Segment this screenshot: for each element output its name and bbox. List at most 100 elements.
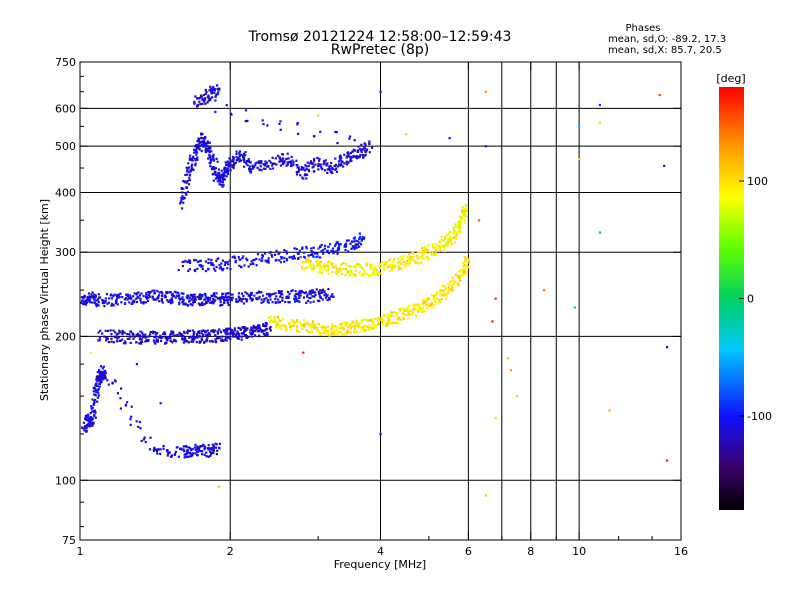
echo-point bbox=[169, 337, 172, 340]
echo-point bbox=[216, 175, 219, 178]
echo-point bbox=[464, 204, 468, 207]
echo-point bbox=[98, 339, 101, 342]
echo-point bbox=[279, 255, 283, 259]
echo-point bbox=[309, 253, 313, 256]
echo-point bbox=[188, 329, 192, 332]
echo-point bbox=[216, 257, 219, 260]
echo-point bbox=[269, 251, 272, 254]
echo-point bbox=[142, 294, 145, 298]
echo-point bbox=[93, 400, 96, 403]
echo-point bbox=[242, 165, 246, 168]
echo-point bbox=[102, 299, 105, 302]
echo-point bbox=[306, 331, 310, 334]
echo-point bbox=[170, 454, 174, 457]
echo-point bbox=[184, 340, 188, 343]
echo-point bbox=[430, 252, 433, 256]
echo-point bbox=[85, 424, 88, 428]
echo-point bbox=[360, 325, 363, 328]
echo-point bbox=[103, 335, 106, 338]
echo-point bbox=[285, 326, 288, 329]
grid-lines bbox=[80, 62, 681, 540]
echo-point bbox=[280, 327, 283, 331]
echo-point bbox=[450, 242, 453, 246]
echo-point bbox=[407, 257, 410, 260]
echo-point bbox=[327, 331, 330, 334]
echo-point bbox=[304, 291, 308, 294]
echo-point bbox=[210, 300, 214, 303]
echo-point bbox=[396, 318, 399, 321]
echo-point bbox=[278, 300, 282, 304]
echo-point bbox=[213, 89, 216, 92]
echo-point bbox=[273, 162, 276, 165]
echo-point bbox=[86, 423, 89, 426]
echo-point bbox=[464, 211, 467, 214]
echo-point bbox=[102, 365, 105, 368]
echo-point bbox=[396, 322, 399, 325]
echo-point bbox=[140, 292, 143, 295]
y-axis-label: Stationary phase Virtual Height [km] bbox=[38, 199, 51, 401]
echo-point bbox=[224, 292, 227, 295]
echo-point bbox=[223, 329, 226, 333]
echo-point bbox=[297, 294, 300, 297]
echo-point bbox=[269, 161, 273, 164]
echo-point bbox=[229, 158, 232, 161]
echo-point bbox=[226, 169, 229, 172]
echo-point bbox=[167, 300, 170, 303]
echo-point bbox=[281, 162, 285, 166]
echo-point bbox=[462, 261, 465, 264]
echo-point bbox=[311, 267, 314, 270]
echo-point bbox=[205, 301, 208, 305]
echo-point bbox=[338, 164, 341, 167]
echo-point bbox=[171, 341, 174, 344]
echo-point bbox=[196, 447, 200, 450]
echo-point bbox=[333, 330, 336, 333]
echo-point bbox=[123, 302, 127, 305]
echo-point bbox=[112, 294, 115, 298]
echo-point bbox=[227, 161, 230, 164]
echo-point bbox=[484, 494, 487, 497]
echo-point bbox=[237, 337, 240, 340]
echo-point bbox=[422, 298, 426, 301]
echo-point bbox=[194, 158, 197, 161]
x-tick-label: 8 bbox=[527, 545, 534, 558]
echo-point bbox=[434, 250, 438, 253]
echo-point bbox=[417, 262, 420, 265]
echo-point bbox=[216, 332, 219, 335]
echo-point bbox=[230, 330, 233, 333]
echo-point bbox=[260, 169, 263, 172]
echo-point bbox=[190, 166, 194, 170]
echo-point bbox=[186, 455, 189, 458]
echo-point bbox=[447, 241, 450, 244]
echo-point bbox=[379, 90, 382, 93]
echo-point bbox=[93, 411, 96, 414]
echo-point bbox=[200, 302, 203, 305]
echo-point bbox=[199, 259, 202, 263]
echo-point bbox=[91, 410, 94, 413]
echo-point bbox=[156, 297, 159, 300]
echo-point bbox=[358, 271, 361, 274]
echo-point bbox=[158, 291, 161, 294]
echo-point bbox=[198, 144, 201, 147]
echo-point bbox=[372, 327, 375, 330]
echo-point bbox=[234, 261, 237, 264]
echo-point bbox=[218, 178, 221, 181]
echo-point bbox=[204, 144, 207, 147]
echo-point bbox=[302, 326, 306, 329]
echo-point bbox=[340, 327, 343, 330]
echo-point bbox=[301, 327, 304, 330]
echo-point bbox=[349, 326, 353, 329]
echo-point bbox=[311, 322, 315, 325]
echo-point bbox=[299, 322, 302, 325]
echo-point bbox=[374, 273, 377, 276]
echo-point bbox=[84, 417, 87, 420]
echo-point bbox=[339, 243, 342, 246]
echo-point bbox=[98, 375, 101, 378]
echo-point bbox=[207, 455, 210, 458]
echo-point bbox=[325, 329, 328, 333]
echo-point bbox=[320, 271, 324, 275]
echo-point bbox=[334, 325, 337, 328]
echo-point bbox=[422, 304, 425, 307]
echo-point bbox=[113, 293, 116, 296]
echo-point bbox=[316, 255, 319, 258]
